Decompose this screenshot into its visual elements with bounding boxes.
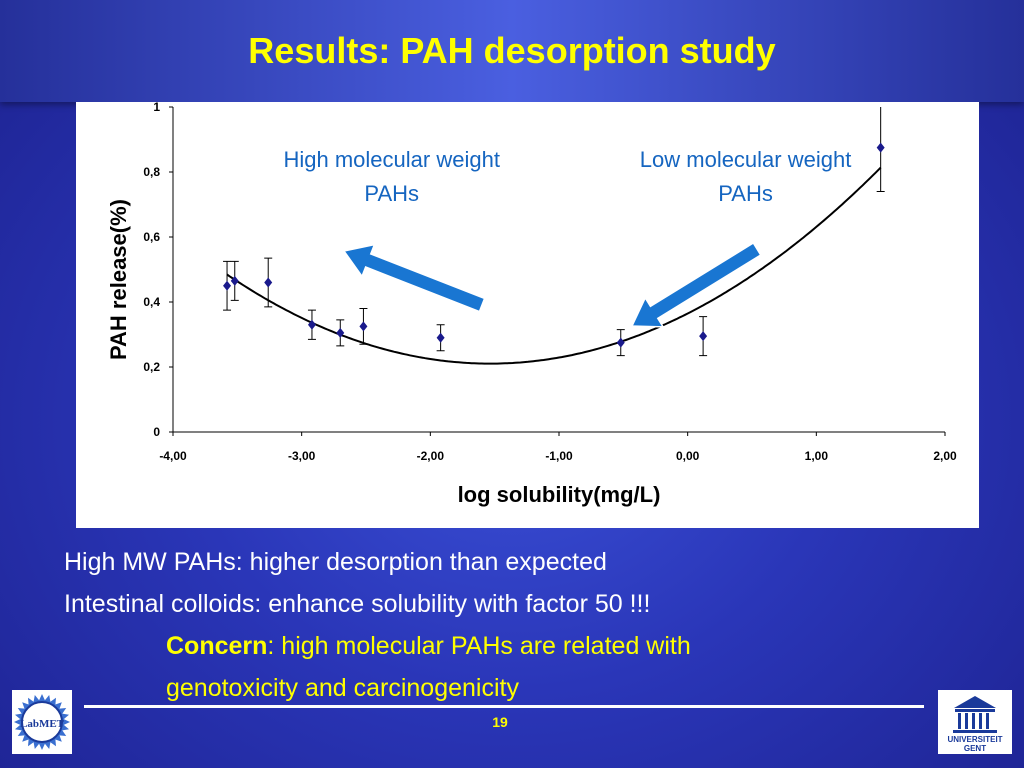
body-line-1: High MW PAHs: higher desorption than exp…: [64, 548, 607, 576]
y-tick-label: 0,8: [143, 165, 160, 179]
body-line-3: Concern: high molecular PAHs are related…: [64, 625, 964, 667]
body-line-2: Intestinal colloids: enhance solubility …: [64, 590, 651, 618]
ugent-logo: UNIVERSITEIT GENT: [938, 690, 1012, 754]
y-tick-label: 0,2: [143, 360, 160, 374]
y-tick-label: 0: [153, 425, 160, 439]
labmet-logo: LabMET: [12, 690, 72, 754]
data-point: [307, 319, 316, 330]
concern-label: Concern: [166, 632, 268, 660]
labmet-logo-icon: LabMET: [14, 694, 70, 750]
arrow-low-mw: [630, 242, 762, 328]
x-tick-label: 2,00: [933, 449, 957, 463]
chart-axes: 0 0,2 0,4 0,6 0,8 1 -4,00 -3,00 -2,00 -1,00 0,00 1,…: [106, 102, 957, 507]
data-point: [436, 332, 445, 343]
y-axis-title: PAH release(%): [106, 199, 131, 360]
data-point: [336, 327, 345, 338]
trend-curve: [226, 166, 882, 365]
chart-area: 0 0,2 0,4 0,6 0,8 1 -4,00 -3,00 -2,00 -1,00 0,00 1,…: [76, 102, 979, 528]
data-point: [876, 142, 885, 153]
trend-layer: [226, 166, 882, 365]
x-tick-label: -4,00: [159, 449, 187, 463]
x-tick-label: 0,00: [676, 449, 700, 463]
points-layer: [223, 107, 885, 357]
annotation-layer: High molecular weight PAHs Low molecular w…: [284, 147, 852, 328]
data-point: [616, 337, 625, 348]
x-axis-title: log solubility(mg/L): [458, 482, 661, 507]
annotation-text-1: High molecular weight: [284, 147, 500, 172]
data-point: [359, 321, 368, 332]
arrow-low-mw-shape: [630, 242, 762, 328]
scatter-chart: 0 0,2 0,4 0,6 0,8 1 -4,00 -3,00 -2,00 -1,00 0,00 1,…: [106, 102, 957, 507]
annotation-text-2: PAHs: [718, 181, 773, 206]
ugent-logo-text-2: GENT: [964, 744, 986, 753]
annotation-text-1: PAHs: [364, 181, 419, 206]
x-tick-label: -3,00: [288, 449, 316, 463]
annotation-text-2: Low molecular weight: [640, 147, 852, 172]
ugent-logo-text-1: UNIVERSITEIT: [947, 735, 1002, 744]
body-text: High MW PAHs: higher desorption than exp…: [64, 541, 964, 709]
arrow-high-mw-shape: [342, 243, 486, 313]
footer-divider: [84, 705, 924, 708]
body-line-4: genotoxicity and carcinogenicity: [166, 674, 519, 702]
y-tick-label: 0,4: [143, 295, 160, 309]
x-tick-label: 1,00: [805, 449, 829, 463]
title-bar: [0, 0, 1024, 102]
data-point: [699, 331, 708, 342]
arrow-high-mw: [342, 243, 486, 313]
labmet-logo-text: LabMET: [20, 718, 65, 730]
data-point: [223, 280, 232, 291]
y-tick-label: 0,6: [143, 230, 160, 244]
y-tick-label: 1: [153, 102, 160, 114]
data-point: [264, 277, 273, 288]
data-point: [230, 275, 239, 286]
page-number: 19: [492, 714, 508, 730]
concern-text: : high molecular PAHs are related with: [267, 632, 691, 660]
x-tick-label: -1,00: [545, 449, 573, 463]
slide-title: Results: PAH desorption study: [248, 30, 776, 71]
x-tick-label: -2,00: [417, 449, 445, 463]
ugent-logo-icon: UNIVERSITEIT GENT: [947, 696, 1003, 753]
